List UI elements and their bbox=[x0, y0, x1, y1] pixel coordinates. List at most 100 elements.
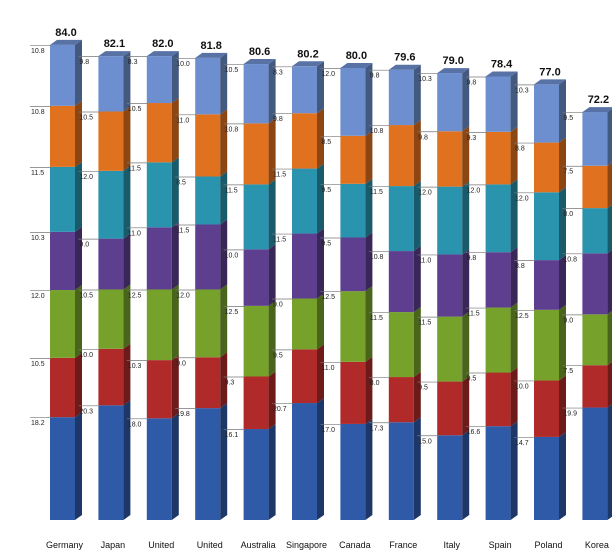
segment-value-label: 8.5 bbox=[321, 139, 331, 146]
segment-front bbox=[534, 309, 559, 381]
segment-side bbox=[123, 284, 131, 349]
segment-front bbox=[98, 170, 124, 239]
bar-total-label: 84.0 bbox=[55, 27, 76, 39]
category-label: France bbox=[389, 540, 417, 550]
segment-front bbox=[437, 435, 463, 520]
segment-front bbox=[243, 429, 269, 520]
bar-segment-australia-4 bbox=[243, 244, 276, 306]
bar-segment-singapore-2 bbox=[292, 344, 324, 404]
segment-front bbox=[582, 407, 608, 520]
segment-front bbox=[50, 357, 75, 418]
segment-side bbox=[413, 181, 421, 252]
segment-side bbox=[510, 247, 518, 308]
segment-value-label: 9.8 bbox=[79, 59, 89, 66]
segment-side bbox=[607, 361, 612, 408]
bar-segment-poland-3 bbox=[534, 304, 566, 381]
segment-side bbox=[123, 343, 131, 406]
segment-value-label: 16.1 bbox=[225, 432, 239, 439]
bar-total-label: 79.6 bbox=[394, 52, 415, 64]
segment-side bbox=[607, 404, 612, 520]
bar-segment-spain-1 bbox=[485, 421, 518, 520]
segment-value-label: 17.0 bbox=[321, 427, 335, 434]
bar-segment-poland-1 bbox=[534, 431, 566, 520]
segment-value-label: 11.0 bbox=[321, 365, 334, 372]
segment-value-label: 8.5 bbox=[176, 179, 186, 186]
segment-front bbox=[340, 135, 366, 184]
segment-value-label: 16.6 bbox=[467, 429, 481, 436]
bar-total-label: 80.2 bbox=[297, 48, 318, 60]
segment-side bbox=[268, 300, 276, 377]
segment-front bbox=[243, 305, 269, 377]
segment-side bbox=[413, 64, 421, 126]
segment-side bbox=[75, 161, 82, 232]
segment-side bbox=[413, 307, 421, 378]
bar-top-cap-france bbox=[388, 64, 421, 70]
bar-segment-australia-7 bbox=[243, 59, 276, 124]
segment-side bbox=[559, 137, 566, 193]
segment-front bbox=[146, 227, 172, 290]
segment-value-label: 12.5 bbox=[128, 292, 142, 299]
segment-value-label: 11.5 bbox=[467, 311, 480, 318]
segment-front bbox=[388, 422, 414, 520]
segment-value-label: 10.5 bbox=[128, 106, 142, 113]
bar-segment-united-kingdom-3 bbox=[195, 284, 228, 358]
segment-value-label: 11.5 bbox=[225, 187, 238, 194]
segment-front bbox=[243, 64, 269, 124]
bar-total-label: 82.1 bbox=[104, 38, 125, 50]
segment-side bbox=[171, 51, 179, 104]
bar-segment-spain-4 bbox=[485, 247, 518, 308]
segment-front bbox=[195, 224, 221, 290]
segment-side bbox=[365, 418, 373, 520]
bar-segment-france-3 bbox=[388, 307, 421, 378]
segment-value-label: 10.3 bbox=[418, 76, 432, 83]
segment-value-label: 14.7 bbox=[515, 440, 529, 447]
segment-value-label: 10.8 bbox=[370, 254, 384, 261]
segment-side bbox=[123, 400, 131, 520]
bar-segment-italy-5 bbox=[437, 181, 470, 255]
segment-side bbox=[462, 181, 470, 255]
segment-front bbox=[98, 405, 124, 520]
segment-value-label: 9.0 bbox=[79, 242, 89, 249]
segment-side bbox=[559, 375, 566, 437]
segment-value-label: 12.0 bbox=[418, 190, 432, 197]
bar-segment-singapore-6 bbox=[292, 108, 324, 169]
segment-side bbox=[171, 98, 179, 163]
segment-front bbox=[50, 105, 75, 167]
segment-front bbox=[534, 436, 559, 520]
segment-side bbox=[220, 403, 228, 520]
segment-side bbox=[462, 311, 470, 382]
segment-front bbox=[243, 376, 269, 430]
segment-side bbox=[317, 293, 324, 350]
segment-value-label: 10.5 bbox=[79, 115, 93, 122]
segment-front bbox=[582, 112, 608, 166]
segment-front bbox=[340, 423, 366, 520]
bar-top-cap-singapore bbox=[292, 61, 324, 67]
segment-side bbox=[75, 226, 82, 291]
segment-value-label: 10.8 bbox=[225, 126, 239, 133]
bar-segment-japan-4 bbox=[98, 233, 131, 290]
bar-segment-united-states-1 bbox=[146, 413, 179, 520]
bar-segment-united-states-5 bbox=[146, 157, 179, 228]
bar-segment-poland-6 bbox=[534, 137, 566, 193]
bar-segment-spain-7 bbox=[485, 71, 518, 132]
segment-front bbox=[388, 186, 414, 252]
segment-side bbox=[171, 222, 179, 290]
bar-segment-united-kingdom-1 bbox=[195, 403, 228, 520]
bar-segment-united-kingdom-2 bbox=[195, 352, 228, 409]
bar-segment-japan-7 bbox=[98, 51, 131, 112]
segment-value-label: 10.0 bbox=[79, 352, 93, 359]
category-label: Korea bbox=[585, 540, 609, 550]
segment-side bbox=[220, 352, 228, 409]
segment-value-label: 11.5 bbox=[370, 189, 383, 196]
segment-side bbox=[413, 417, 421, 520]
segment-side bbox=[413, 372, 421, 423]
segment-side bbox=[462, 430, 470, 520]
segment-front bbox=[437, 131, 463, 187]
segment-side bbox=[317, 61, 324, 114]
segment-front bbox=[437, 381, 463, 436]
bar-segment-japan-1 bbox=[98, 400, 131, 520]
segment-front bbox=[195, 408, 221, 520]
category-label: Germany bbox=[46, 540, 84, 550]
bar-segment-spain-3 bbox=[485, 302, 518, 373]
